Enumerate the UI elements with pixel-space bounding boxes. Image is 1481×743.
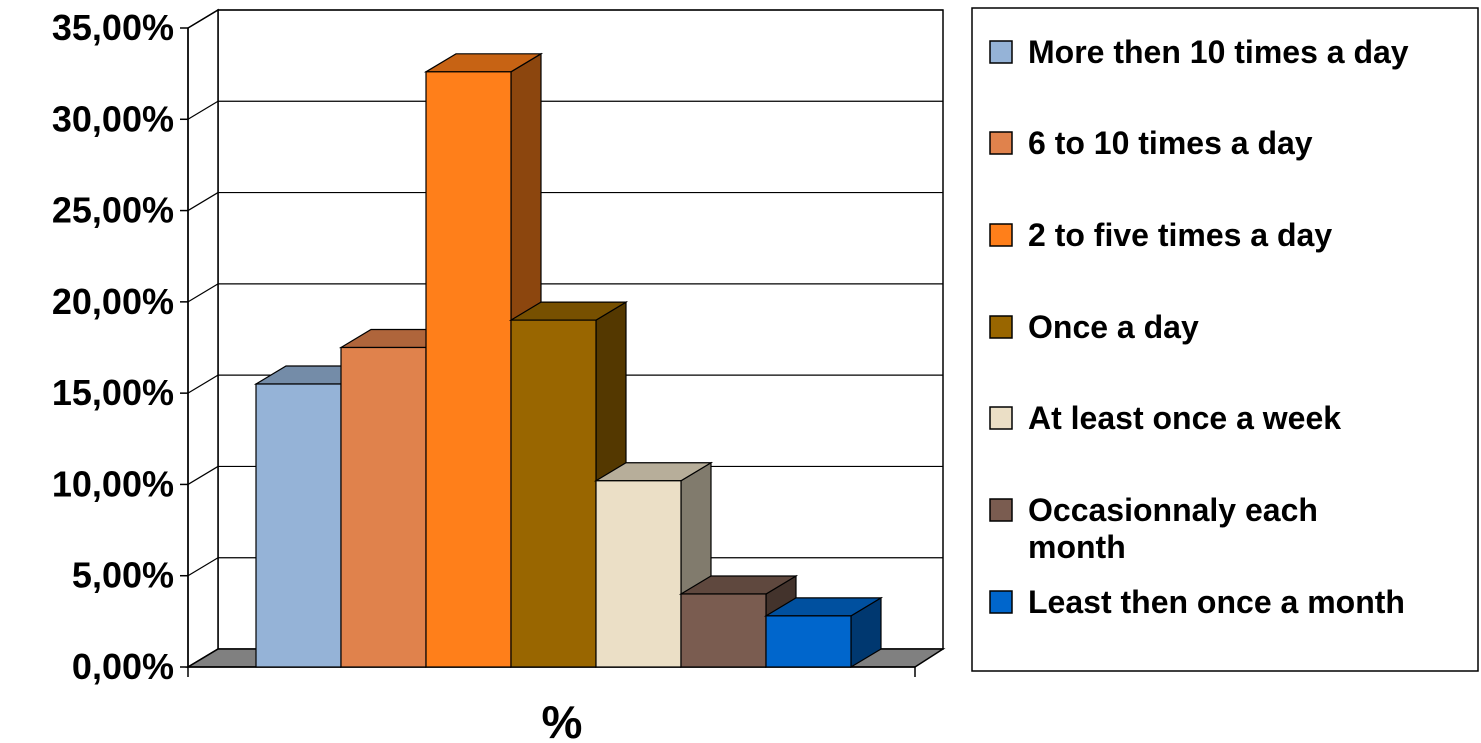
legend-label: More then 10 times a day — [1028, 34, 1409, 70]
legend-box — [971, 7, 1479, 672]
legend-item: 2 to five times a day — [989, 217, 1332, 253]
gridline-side — [187, 557, 219, 577]
bar-front — [255, 383, 342, 668]
bar-front — [680, 593, 767, 668]
legend-swatch — [989, 40, 1013, 64]
y-tick-label: 30,00% — [52, 98, 174, 139]
legend-label: At least once a week — [1028, 400, 1341, 436]
gridline-side — [187, 283, 219, 303]
legend-item: More then 10 times a day — [989, 34, 1409, 70]
legend-item: Once a day — [989, 309, 1199, 345]
gridline-side — [187, 100, 219, 120]
y-tick-label: 15,00% — [52, 372, 174, 413]
gridline-side — [187, 9, 219, 29]
bar-front — [510, 319, 597, 668]
bar-7 — [763, 596, 884, 669]
legend-swatch — [989, 498, 1013, 522]
gridline-side — [187, 465, 219, 485]
legend-swatch — [989, 131, 1013, 155]
legend-item: Least then once a month — [989, 584, 1405, 620]
legend-label-line2: month — [1028, 529, 1126, 565]
legend-label: Least then once a month — [1028, 584, 1405, 620]
legend-item: 6 to 10 times a day — [989, 125, 1313, 161]
x-axis-label: % — [542, 696, 583, 743]
legend-swatch — [989, 315, 1013, 339]
y-tick-label: 20,00% — [52, 281, 174, 322]
legend-swatch — [989, 223, 1013, 247]
legend-item: At least once a week — [989, 400, 1341, 436]
gridline-side — [187, 192, 219, 212]
legend: More then 10 times a day 6 to 10 times a … — [971, 7, 1479, 672]
gridline-side — [187, 374, 219, 394]
legend-swatch — [989, 590, 1013, 614]
bars — [253, 52, 884, 669]
bar-front — [340, 346, 427, 668]
y-tick-label: 25,00% — [52, 190, 174, 231]
bar-front — [425, 71, 512, 668]
side-wall — [187, 8, 219, 669]
y-tick-label: 0,00% — [72, 646, 174, 687]
bar-front — [765, 615, 852, 668]
legend-label: 6 to 10 times a day — [1028, 125, 1313, 161]
legend-swatch — [989, 406, 1013, 430]
gridline-side — [187, 648, 219, 668]
y-tick-label: 10,00% — [52, 463, 174, 504]
y-tick-labels: 0,00% 5,00% 10,00% 15,00% 20,00% 25,00% 30,00%… — [52, 7, 174, 687]
y-tick-label: 5,00% — [72, 555, 174, 596]
legend-label: Once a day — [1028, 309, 1199, 345]
y-tick-label: 35,00% — [52, 7, 174, 48]
legend-label: 2 to five times a day — [1028, 217, 1332, 253]
legend-label: Occasionnaly each — [1028, 492, 1318, 528]
bar-front — [595, 480, 682, 668]
